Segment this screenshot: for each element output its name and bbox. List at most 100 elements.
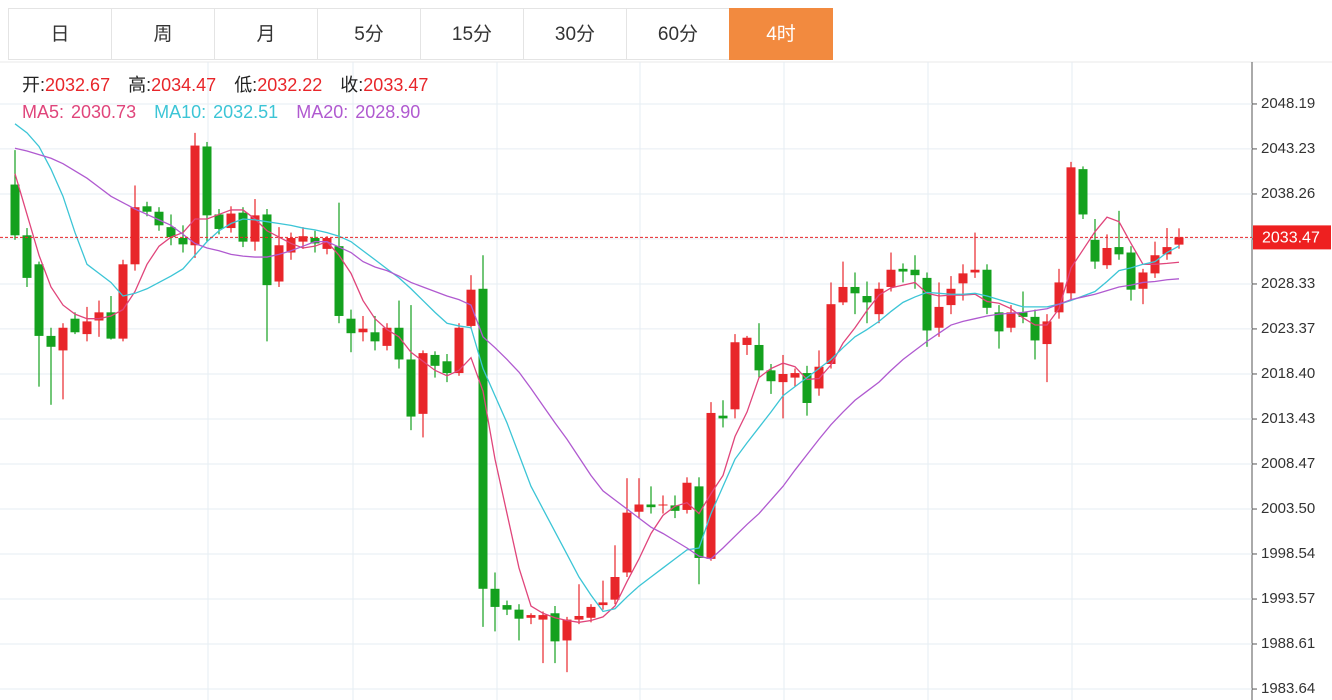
- y-tick-label: 2003.50: [1261, 500, 1315, 517]
- ohlc-header: 开:2032.67 高:2034.47 低:2032.22 收:2033.47: [22, 75, 428, 95]
- period-tab[interactable]: 月: [214, 8, 318, 60]
- candle-body: [778, 373, 788, 383]
- period-tab[interactable]: 15分: [420, 8, 524, 60]
- candle-body: [226, 213, 236, 229]
- legend-name: MA20:: [296, 102, 348, 122]
- candle-body: [442, 361, 452, 374]
- candle-body: [154, 211, 164, 226]
- legend-name: MA5:: [22, 102, 64, 122]
- candle-body: [1174, 237, 1184, 245]
- ohlc-value: 2032.22: [257, 75, 322, 95]
- candle-body: [694, 486, 704, 558]
- candle-body: [646, 504, 656, 508]
- candle-body: [994, 312, 1004, 332]
- candle-body: [658, 504, 668, 506]
- candle-body: [1138, 272, 1148, 289]
- candle-body: [310, 238, 320, 244]
- candle-body: [94, 312, 104, 321]
- period-tab[interactable]: 周: [111, 8, 215, 60]
- candle-body: [622, 512, 632, 573]
- candle-body: [346, 318, 356, 334]
- candle-body: [118, 264, 128, 339]
- ohlc-label: 低:: [234, 75, 257, 95]
- candle-body: [898, 268, 908, 272]
- period-tab[interactable]: 30分: [523, 8, 627, 60]
- period-tab[interactable]: 5分: [317, 8, 421, 60]
- candle-body: [586, 606, 596, 618]
- candle-body: [322, 238, 332, 249]
- candle-body: [1102, 247, 1112, 266]
- candle-body: [82, 321, 92, 335]
- candle-body: [850, 286, 860, 294]
- candle-body: [754, 344, 764, 371]
- candle-body: [670, 505, 680, 511]
- candle-body: [418, 353, 428, 414]
- candle-body: [1078, 169, 1088, 215]
- candle-body: [598, 602, 608, 606]
- candle-body: [34, 264, 44, 336]
- candle-body: [574, 615, 584, 620]
- y-tick-label: 2023.37: [1261, 320, 1315, 337]
- candle-body: [382, 327, 392, 346]
- candle-body: [550, 613, 560, 642]
- candle-body: [142, 206, 152, 212]
- candle-body: [682, 482, 692, 510]
- y-tick-label: 1988.61: [1261, 635, 1315, 652]
- candle-body: [910, 269, 920, 276]
- y-tick-label: 2013.43: [1261, 410, 1315, 427]
- candle-body: [238, 212, 248, 242]
- candle-body: [358, 328, 368, 333]
- candle-body: [826, 304, 836, 365]
- candle-body: [982, 269, 992, 308]
- candle-body: [1018, 312, 1028, 317]
- y-tick-label: 1998.54: [1261, 545, 1315, 562]
- period-tabs: 日周月 5分 15分 30分 60分 4时: [8, 8, 833, 60]
- candle-body: [1114, 247, 1124, 255]
- period-tab[interactable]: 日: [8, 8, 112, 60]
- y-tick-label: 1983.64: [1261, 680, 1315, 697]
- legend-value: 2030.73: [71, 102, 136, 122]
- y-tick-label: 2048.19: [1261, 95, 1315, 112]
- candle-body: [874, 288, 884, 315]
- y-tick-label: 2018.40: [1261, 365, 1315, 382]
- y-tick-label: 2028.33: [1261, 275, 1315, 292]
- candle-body: [262, 214, 272, 286]
- candle-body: [406, 359, 416, 417]
- legend-value: 2032.51: [213, 102, 278, 122]
- candle-body: [370, 332, 380, 342]
- candle-body: [1090, 239, 1100, 262]
- y-tick-label: 2008.47: [1261, 455, 1315, 472]
- candle-body: [130, 207, 140, 265]
- candle-body: [106, 312, 116, 339]
- candle-body: [610, 577, 620, 600]
- candle-body: [286, 238, 296, 253]
- candle-body: [526, 615, 536, 618]
- candle-body: [46, 335, 56, 347]
- candle-body: [454, 327, 464, 374]
- ohlc-value: 2034.47: [151, 75, 216, 95]
- candle-body: [934, 306, 944, 328]
- y-tick-label: 1993.57: [1261, 590, 1315, 607]
- last-price-label: 2033.47: [1262, 230, 1320, 247]
- y-tick-label: 2038.26: [1261, 185, 1315, 202]
- candle-body: [466, 289, 476, 326]
- candle-body: [298, 236, 308, 242]
- period-tab[interactable]: 4时: [729, 8, 833, 60]
- y-tick-label: 2043.23: [1261, 140, 1315, 157]
- candle-body: [886, 269, 896, 287]
- candle-body: [1006, 312, 1016, 328]
- ohlc-label: 开:: [22, 75, 45, 95]
- candle-body: [334, 246, 344, 316]
- ma-legend: MA5: 2030.73 MA10: 2032.51 MA20: 2028.90: [22, 102, 420, 122]
- period-tab[interactable]: 60分: [626, 8, 730, 60]
- candle-body: [718, 415, 728, 419]
- candle-body: [1042, 321, 1052, 345]
- ma-line: [14, 173, 1180, 623]
- ohlc-label: 收:: [340, 75, 363, 95]
- candle-body: [790, 373, 800, 378]
- candle-body: [802, 373, 812, 403]
- candle-body: [730, 342, 740, 410]
- ohlc-label: 高:: [128, 75, 151, 95]
- ma-line: [14, 123, 1180, 613]
